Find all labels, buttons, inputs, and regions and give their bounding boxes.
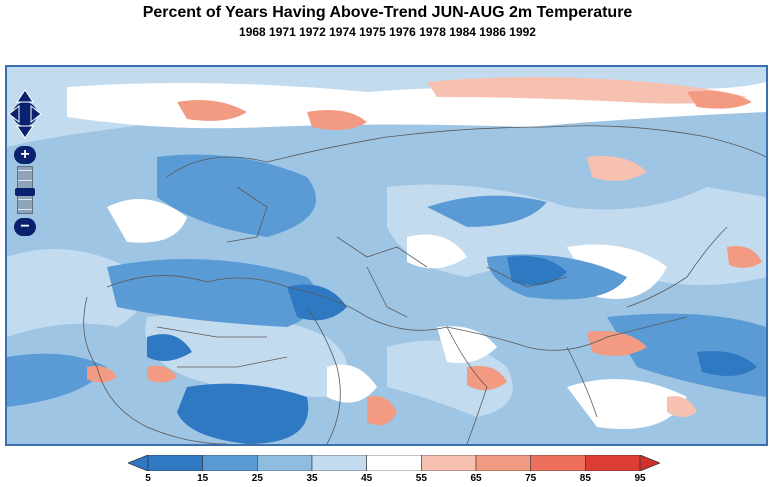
- pan-right-icon: [30, 104, 42, 124]
- pan-control[interactable]: [7, 88, 43, 140]
- pan-up-icon: [16, 89, 34, 103]
- legend-under-arrow: [128, 455, 149, 471]
- chart-subtitle: 1968 1971 1972 1974 1975 1976 1978 1984 …: [239, 25, 536, 39]
- legend-tick-label: 85: [579, 473, 591, 484]
- zoom-in-button[interactable]: +: [14, 146, 36, 164]
- legend-color-bin: [530, 455, 586, 471]
- legend-tick-label: 15: [197, 473, 209, 484]
- legend-color-bin: [257, 455, 313, 471]
- legend-color-bin: [202, 455, 258, 471]
- zoom-slider-handle[interactable]: [15, 188, 35, 196]
- legend-color-bin: [475, 455, 531, 471]
- legend-tick-label: 45: [361, 473, 373, 484]
- legend-tick-label: 75: [525, 473, 537, 484]
- legend-colorbar: [128, 455, 660, 471]
- legend-color-bin: [311, 455, 367, 471]
- map-view[interactable]: [5, 65, 768, 446]
- pan-down-icon: [16, 125, 34, 139]
- legend-color-bin: [147, 455, 203, 471]
- temperature-anomaly-map[interactable]: [7, 67, 766, 444]
- map-fill-dark-blue: [147, 256, 757, 444]
- legend-color-bin: [421, 455, 477, 471]
- legend-tick-label: 35: [306, 473, 318, 484]
- legend-tick-label: 5: [145, 473, 151, 484]
- legend-over-arrow: [639, 455, 660, 471]
- pan-left-icon: [8, 104, 20, 124]
- legend-color-bin: [366, 455, 422, 471]
- legend-tick-label: 55: [415, 473, 427, 484]
- legend-tick-label: 95: [634, 473, 646, 484]
- legend-tick-label: 25: [251, 473, 263, 484]
- country-borders: [83, 125, 766, 444]
- legend-color-bin: [585, 455, 641, 471]
- chart-title: Percent of Years Having Above-Trend JUN-…: [142, 4, 633, 21]
- map-fill-warm: [87, 77, 762, 426]
- zoom-out-button[interactable]: −: [14, 218, 36, 236]
- zoom-control[interactable]: + −: [14, 146, 36, 236]
- legend-ticks: 5 15 25 35 45 55 65 75 85 95: [0, 473, 775, 487]
- legend-tick-label: 65: [470, 473, 482, 484]
